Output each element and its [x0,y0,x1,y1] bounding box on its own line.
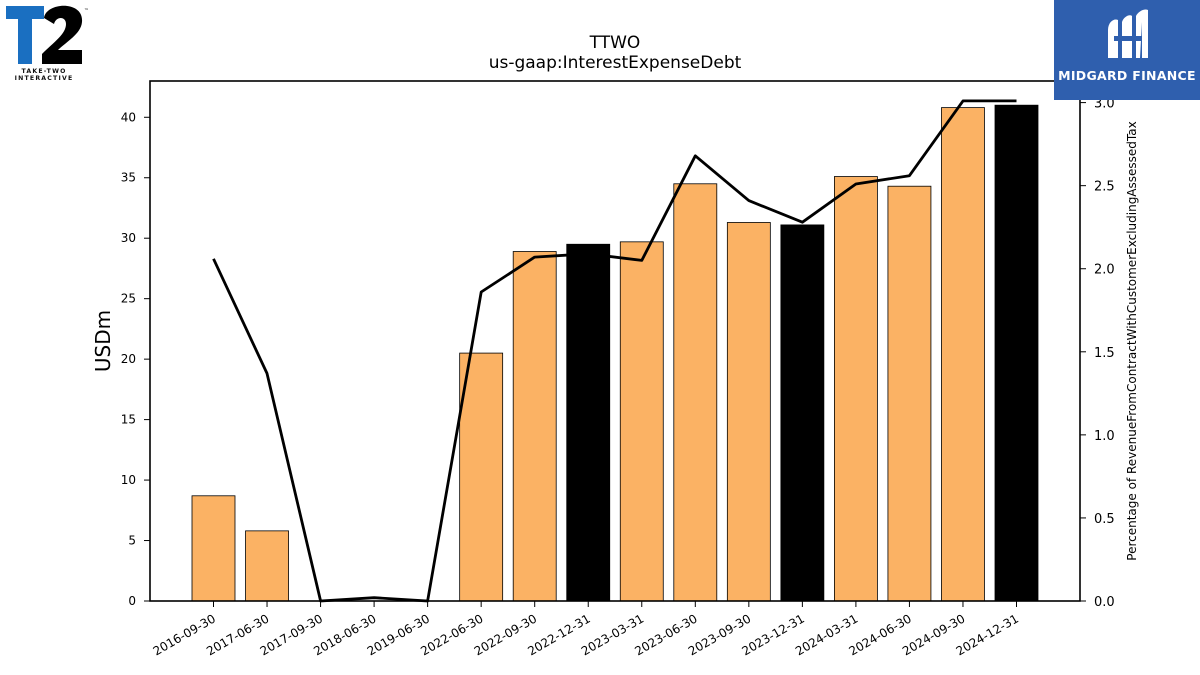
bar-2024-06-30 [887,185,932,602]
x-axis: 2016-09-302017-06-302017-09-302018-06-30… [151,601,1021,658]
y2-tick-label: 0.0 [1094,595,1115,610]
bar-2024-09-30 [941,107,985,602]
line-group [212,99,1017,603]
bar-2022-09-30 [512,251,557,602]
plot-frame [149,80,1081,602]
y-axis: 0 5 10 15 20 25 30 35 40 [121,110,150,608]
bar-2022-06-30 [459,352,504,602]
y2-tick-label: 1.5 [1094,346,1115,361]
y-tick-label: 10 [121,473,136,487]
chart-title: TTWO [589,33,641,53]
bars-group [191,104,1039,602]
bar-2023-09-30 [726,222,771,602]
y-axis-label: USDm [91,310,115,372]
y2-tick-label: 2.0 [1094,263,1115,278]
take-two-logo-text: TAKE-TWO INTERACTIVE [14,68,74,82]
t2-logo-mark: ™ [6,5,89,64]
y-tick-label: 25 [121,292,136,306]
y2-axis-label: Percentage of RevenueFromContractWithCus… [1125,121,1139,560]
svg-text:™: ™ [84,8,89,14]
y-tick-label: 0 [128,594,136,608]
y-tick-label: 30 [121,231,136,245]
take-two-logo: ™ TAKE-TWO INTERACTIVE [4,4,90,84]
y-tick-label: 5 [128,534,136,548]
y2-axis: 0.0 0.5 1.0 1.5 2.0 2.5 3.0 [1080,97,1115,610]
y-tick-label: 35 [121,171,136,185]
y-tick-label: 40 [121,110,136,124]
y-tick-label: 20 [121,352,136,366]
y2-tick-label: 2.5 [1094,180,1115,195]
bar-2024-12-31 [994,104,1039,602]
bar-2024-03-31 [834,176,878,602]
chart-subtitle: us-gaap:InterestExpenseDebt [489,53,742,73]
bar-2022-12-31 [566,243,611,602]
bar-2017-06-30 [245,530,289,602]
bar-2023-03-31 [619,241,664,602]
y-tick-label: 15 [121,413,136,427]
y2-tick-label: 3.0 [1094,97,1115,112]
bar-2023-06-30 [673,183,718,602]
midgard-finance-logo: MIDGARD FINANCE [1054,0,1200,100]
y2-tick-label: 1.0 [1094,429,1115,444]
midgard-logo-text: MIDGARD FINANCE [1058,68,1196,83]
midgard-logo-mark [1108,9,1148,59]
bar-2023-12-31 [780,224,825,602]
percentage-line [212,99,1017,603]
y2-tick-label: 0.5 [1094,512,1115,527]
bar-2016-09-30 [191,495,236,602]
